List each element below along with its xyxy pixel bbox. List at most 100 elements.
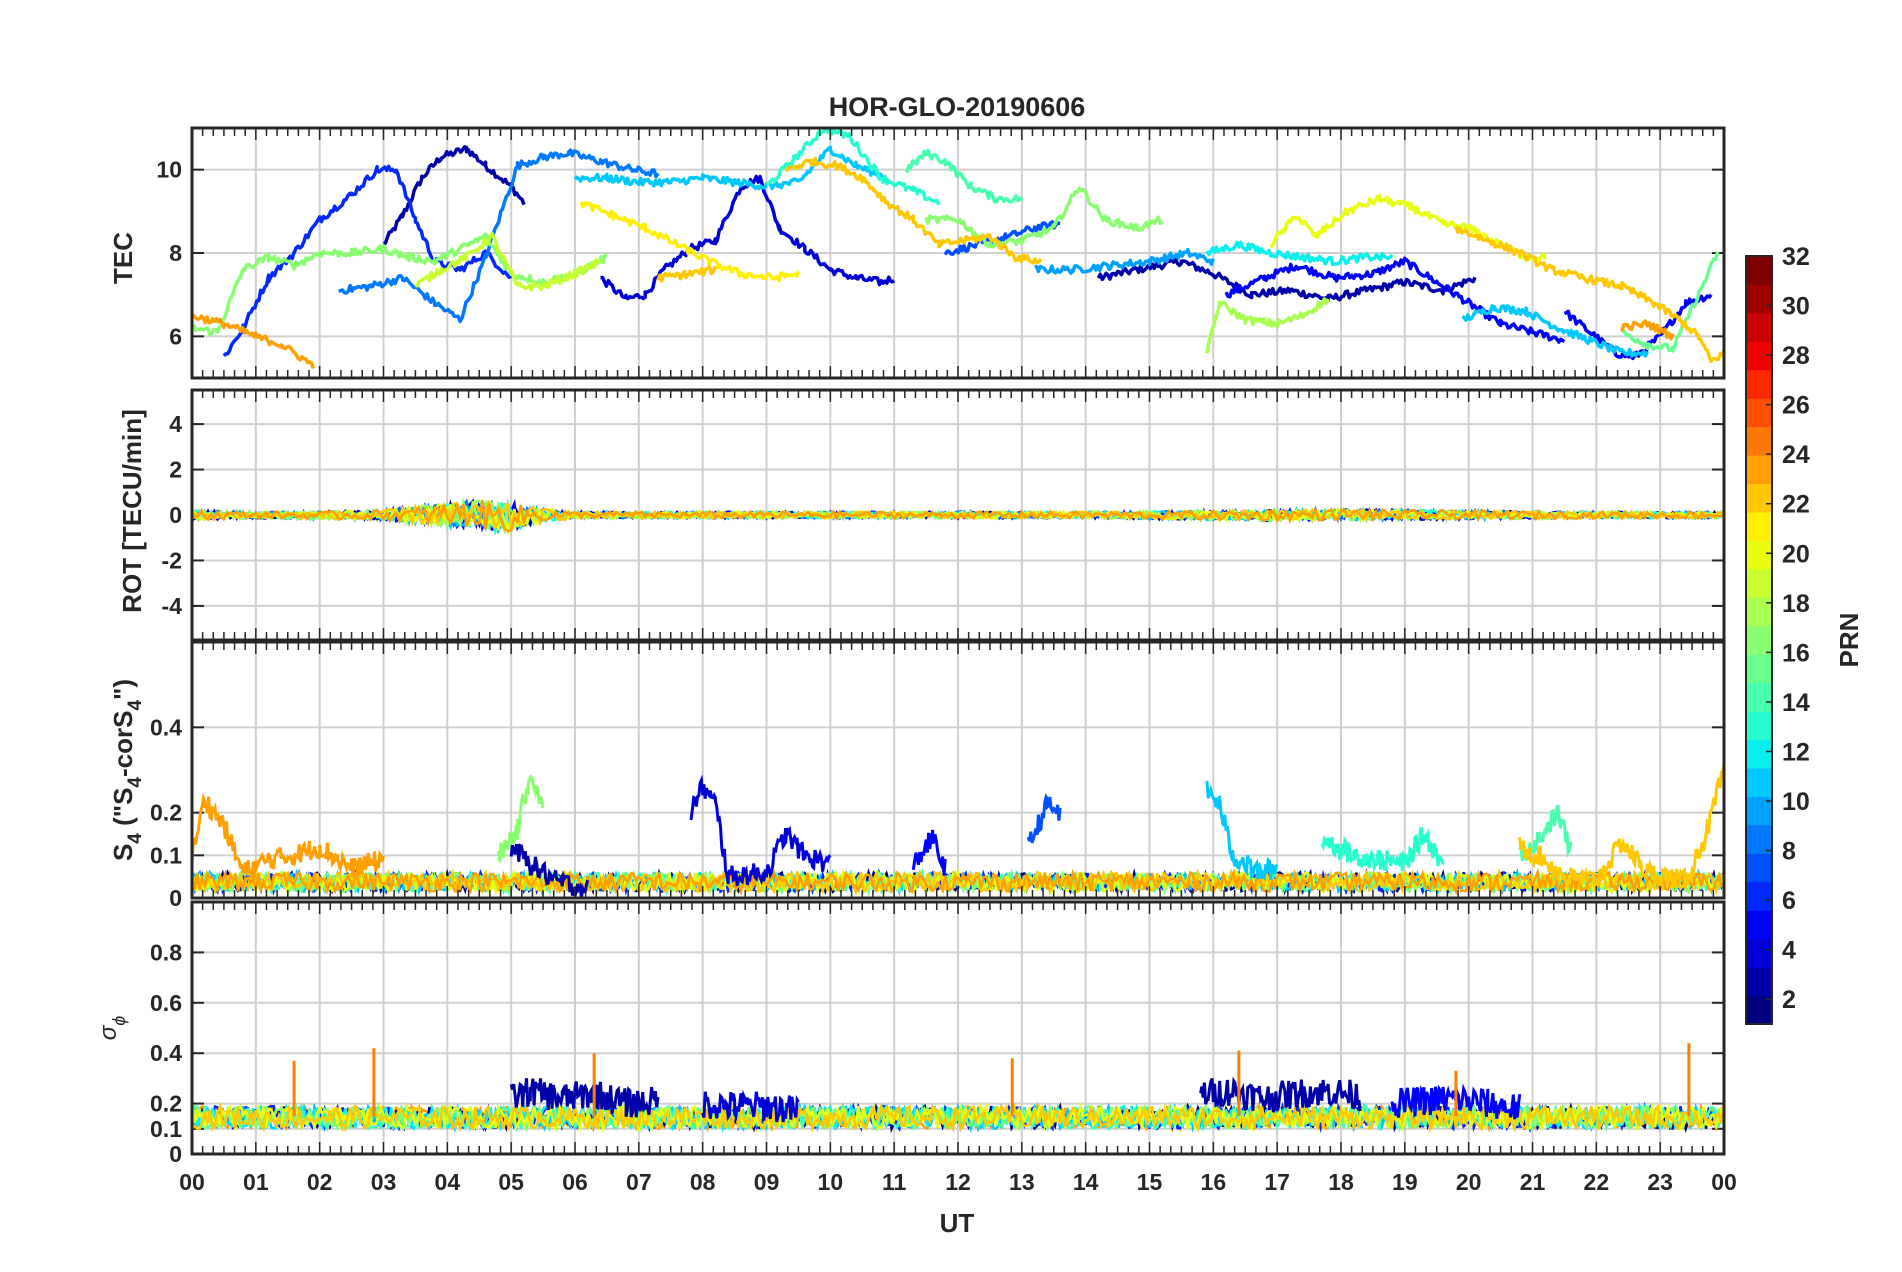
sigma-series-line xyxy=(701,1089,800,1123)
tec-series-line xyxy=(784,156,1043,265)
x-tick-label: 16 xyxy=(1201,1169,1227,1195)
colorbar-segment xyxy=(1746,967,1772,997)
tec-series-line xyxy=(414,231,602,292)
rot-axis-label: ROT [TECU/min] xyxy=(117,409,147,613)
x-tick-label: 13 xyxy=(1009,1169,1035,1195)
y-tick-label: 0 xyxy=(169,502,182,528)
y-tick-label: 4 xyxy=(169,411,182,437)
colorbar-tick-label: 28 xyxy=(1782,342,1810,370)
s4-series-line xyxy=(1205,780,1279,882)
colorbar-segment xyxy=(1746,284,1772,314)
colorbar-segment xyxy=(1746,426,1772,456)
sigma-phi-axis-label: σϕ xyxy=(95,1016,129,1041)
tec-series-line xyxy=(1205,240,1394,267)
y-tick-label: 8 xyxy=(169,240,182,266)
colorbar-segment xyxy=(1746,568,1772,598)
s4-series-line xyxy=(911,829,947,876)
rot-series-line xyxy=(192,499,1724,533)
x-tick-label: 19 xyxy=(1392,1169,1418,1195)
sigma-series-line xyxy=(509,1078,660,1118)
tec-series-line xyxy=(1034,247,1215,275)
y-tick-label: 0.8 xyxy=(150,939,182,965)
y-tick-label: -2 xyxy=(162,547,182,573)
s4-axis-label: S4 ("S4-corS4") xyxy=(108,679,146,861)
colorbar-segment xyxy=(1746,455,1772,485)
y-tick-label: 0.1 xyxy=(150,842,182,868)
tec-series-line xyxy=(924,186,1164,249)
colorbar-tick-label: 32 xyxy=(1782,243,1810,271)
tec-panel: 6 8 10 xyxy=(156,126,1726,380)
x-tick-label: 15 xyxy=(1137,1169,1163,1195)
x-tick-label: 02 xyxy=(307,1169,333,1195)
colorbar-tick-label: 14 xyxy=(1782,689,1810,717)
colorbar-segment xyxy=(1746,824,1772,854)
colorbar-tick-label: 16 xyxy=(1782,639,1810,667)
x-tick-label: 11 xyxy=(882,1169,907,1195)
colorbar-tick-label: 18 xyxy=(1782,590,1810,618)
colorbar-segment xyxy=(1746,369,1772,399)
x-tick-label: 14 xyxy=(1073,1169,1099,1195)
y-tick-label: 10 xyxy=(156,157,182,183)
colorbar-segment xyxy=(1746,938,1772,968)
s4-baseline-line xyxy=(192,867,1724,897)
y-tick-label: 0.2 xyxy=(150,1091,182,1117)
colorbar-segment xyxy=(1746,768,1772,797)
colorbar-tick-label: 4 xyxy=(1782,937,1796,965)
x-tick-label: 03 xyxy=(371,1169,397,1195)
colorbar-segment xyxy=(1746,881,1772,911)
colorbar-tick-label: 6 xyxy=(1782,887,1796,915)
tec-series-line xyxy=(1224,256,1566,344)
colorbar-segment xyxy=(1746,682,1772,712)
tec-axis-label: TEC xyxy=(108,232,138,284)
tec-series-line xyxy=(338,148,660,324)
tec-series-line xyxy=(222,164,513,358)
s4-series-line xyxy=(192,792,385,878)
s4-series-line xyxy=(689,774,832,887)
x-tick-label: 04 xyxy=(435,1169,461,1195)
tec-series-line xyxy=(656,265,718,283)
axes-frame xyxy=(190,640,1726,900)
colorbar-tick-label: 24 xyxy=(1782,441,1810,469)
x-tick-label: 08 xyxy=(690,1169,716,1195)
tec-series-line xyxy=(192,313,315,369)
tec-series-line xyxy=(192,232,608,337)
colorbar-tick-label: 2 xyxy=(1782,986,1796,1014)
x-tick-label: 18 xyxy=(1328,1169,1354,1195)
colorbar-tick-label: 10 xyxy=(1782,788,1810,816)
colorbar-segment xyxy=(1746,910,1772,940)
x-tick-label: 07 xyxy=(626,1169,652,1195)
s4-series-line xyxy=(1026,793,1062,844)
tec-series-line xyxy=(1205,297,1330,354)
tec-series-line xyxy=(1621,251,1720,353)
axes-frame xyxy=(190,126,1726,380)
x-axis: 00 01 02 03 04 05 06 07 08 09 10 11 12 13 14 15 16 17 18 19… xyxy=(179,1169,1737,1195)
colorbar-segment xyxy=(1746,995,1772,1025)
sigma-phi-panel: 00.10.2 0.4 0.6 0.8 xyxy=(150,900,1726,1167)
colorbar-segment xyxy=(1746,256,1772,285)
colorbar-segment xyxy=(1746,312,1772,342)
colorbar-segment xyxy=(1746,625,1772,655)
tec-series-line xyxy=(1461,304,1649,358)
x-axis-label: UT xyxy=(940,1208,975,1238)
y-tick-label: 0 xyxy=(169,1141,182,1167)
colorbar-tick-label: 22 xyxy=(1782,491,1810,519)
x-tick-label: 12 xyxy=(945,1169,971,1195)
y-tick-label: 0.6 xyxy=(150,990,182,1016)
chart-title: HOR-GLO-20190606 xyxy=(829,92,1086,122)
colorbar-segment xyxy=(1746,853,1772,883)
tec-series-line xyxy=(383,145,526,246)
colorbar-segment xyxy=(1746,597,1772,627)
tec-series-line xyxy=(1454,225,1724,364)
y-tick-label: 2 xyxy=(169,457,182,483)
tec-series-line xyxy=(905,148,1024,205)
colorbar-tick-label: 20 xyxy=(1782,540,1810,568)
x-tick-label: 23 xyxy=(1647,1169,1673,1195)
colorbar-segment xyxy=(1746,711,1772,741)
colorbar-tick-label: 26 xyxy=(1782,392,1810,420)
colorbar-tick-label: 30 xyxy=(1782,293,1810,321)
s4-series-line xyxy=(1320,827,1445,873)
rot-series-line xyxy=(192,500,1724,530)
colorbar-segment xyxy=(1746,540,1772,570)
y-tick-label: 6 xyxy=(169,323,182,349)
x-tick-label: 10 xyxy=(818,1169,844,1195)
